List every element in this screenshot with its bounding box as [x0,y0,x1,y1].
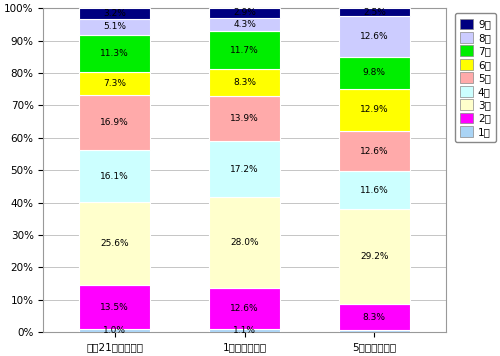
Bar [79,8,150,19]
Bar [338,57,410,89]
Bar [338,330,410,332]
Bar [79,72,150,95]
Text: 8.3%: 8.3% [233,78,256,87]
Legend: 9級, 8級, 7級, 6級, 5級, 4級, 3級, 2級, 1級: 9級, 8級, 7級, 6級, 5級, 4級, 3級, 2級, 1級 [455,14,496,142]
Text: 29.2%: 29.2% [360,252,388,261]
Text: 11.7%: 11.7% [230,46,259,55]
Text: 13.9%: 13.9% [230,114,259,123]
Bar [79,95,150,150]
Bar [209,96,281,141]
Text: 2.9%: 2.9% [233,8,256,17]
Text: 4.3%: 4.3% [233,20,256,29]
Bar [209,288,281,329]
Text: 16.9%: 16.9% [100,118,129,127]
Bar [209,31,281,69]
Bar [338,16,410,57]
Bar [209,197,281,288]
Text: 1.1%: 1.1% [233,326,256,335]
Bar [209,17,281,31]
Text: 12.6%: 12.6% [360,32,388,41]
Bar [79,35,150,72]
Bar [79,19,150,35]
Text: 12.9%: 12.9% [360,105,388,114]
Text: 12.6%: 12.6% [230,304,259,313]
Text: 28.0%: 28.0% [230,238,259,247]
Text: 17.2%: 17.2% [230,165,259,174]
Text: 3.2%: 3.2% [104,9,126,18]
Bar [209,69,281,96]
Bar [209,141,281,197]
Text: 7.3%: 7.3% [104,79,126,88]
Text: 8.3%: 8.3% [363,313,386,321]
Bar [79,202,150,285]
Bar [338,304,410,330]
Bar [79,150,150,202]
Text: 16.1%: 16.1% [100,172,129,180]
Text: 2.5%: 2.5% [363,8,386,17]
Text: 5.1%: 5.1% [104,22,126,31]
Bar [338,89,410,131]
Bar [79,285,150,329]
Bar [79,329,150,332]
Bar [209,8,281,17]
Bar [338,131,410,172]
Bar [209,329,281,332]
Text: 25.6%: 25.6% [100,239,129,248]
Text: 12.6%: 12.6% [360,147,388,156]
Bar [338,8,410,16]
Text: 13.5%: 13.5% [100,303,129,312]
Bar [338,209,410,304]
Text: 1.0%: 1.0% [104,326,126,335]
Text: 11.6%: 11.6% [360,186,388,195]
Text: 9.8%: 9.8% [363,68,386,78]
Bar [338,172,410,209]
Text: 11.3%: 11.3% [100,49,129,58]
